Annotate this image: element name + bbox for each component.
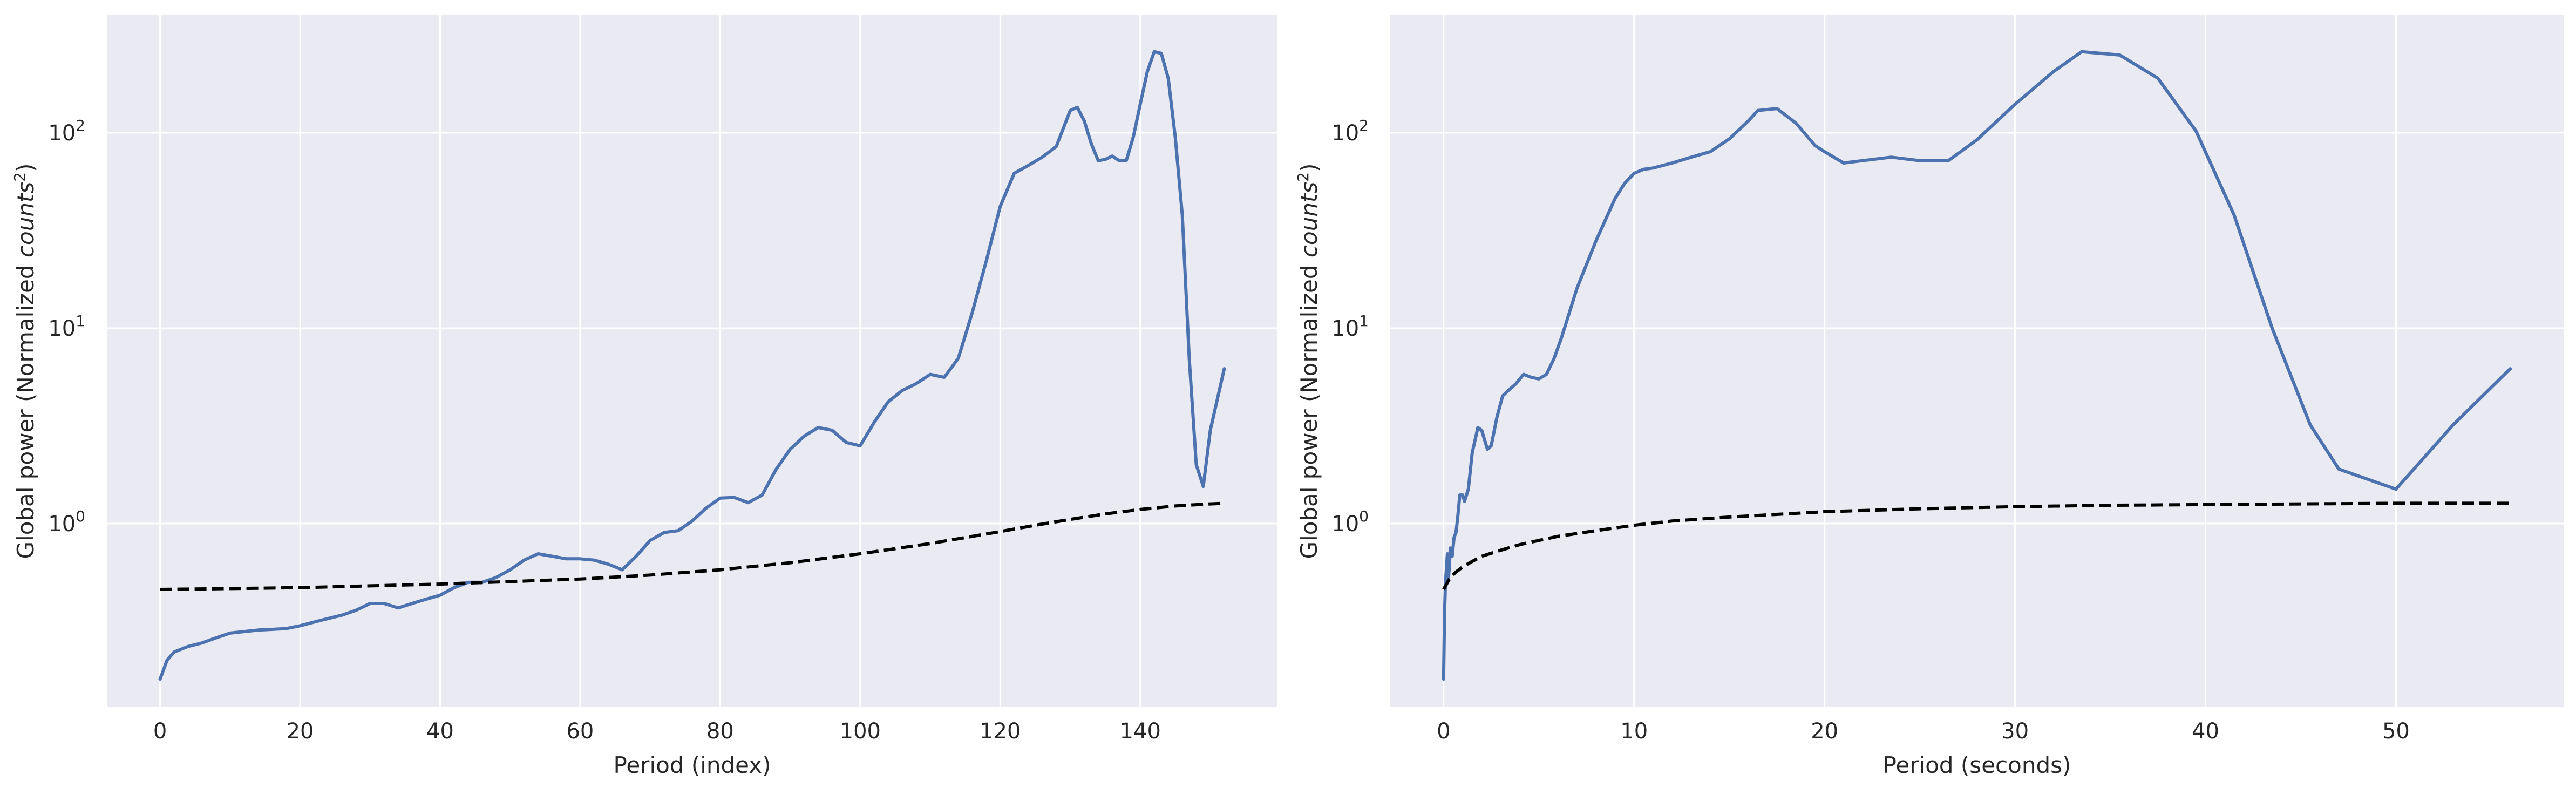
x-tick-label: 140 xyxy=(1120,719,1161,744)
x-tick-label: 0 xyxy=(153,719,167,744)
y-tick-label: 102 xyxy=(48,117,85,146)
y-axis-label: Global power (Normalized counts2) xyxy=(11,163,39,559)
x-tick-label: 40 xyxy=(426,719,454,744)
plot-area xyxy=(1390,15,2564,707)
x-tick-label: 80 xyxy=(706,719,734,744)
x-tick-label: 0 xyxy=(1437,719,1450,744)
y-tick-exponent: 0 xyxy=(1359,507,1369,525)
y-axis-label-main: Global power (Normalized xyxy=(12,257,39,559)
y-tick-base: 10 xyxy=(1331,512,1359,537)
x-tick-label: 100 xyxy=(840,719,881,744)
x-tick-label: 50 xyxy=(2382,719,2410,744)
y-axis-label: Global power (Normalized counts2) xyxy=(1294,163,1322,559)
y-tick-exponent: 1 xyxy=(76,312,85,330)
y-tick-base: 10 xyxy=(48,316,76,341)
y-tick-exponent: 0 xyxy=(76,507,85,525)
y-axis-label-superscript: 2 xyxy=(1294,172,1312,182)
y-axis-label-superscript: 2 xyxy=(11,172,29,182)
x-axis-label: Period (index) xyxy=(614,752,771,778)
y-tick-label: 100 xyxy=(1331,507,1369,537)
y-tick-base: 10 xyxy=(1331,316,1359,341)
x-tick-label: 20 xyxy=(1811,719,1838,744)
y-tick-label: 102 xyxy=(1331,117,1369,146)
x-tick-label: 40 xyxy=(2192,719,2219,744)
y-tick-base: 10 xyxy=(1331,121,1359,146)
x-tick-label: 120 xyxy=(980,719,1021,744)
y-axis-label-italic: counts xyxy=(1296,182,1322,257)
x-axis-label: Period (seconds) xyxy=(1883,752,2071,778)
y-tick-base: 10 xyxy=(48,121,76,146)
y-tick-label: 101 xyxy=(1331,312,1369,341)
x-tick-label: 20 xyxy=(287,719,314,744)
y-tick-exponent: 1 xyxy=(1359,312,1369,330)
x-tick-label: 60 xyxy=(566,719,594,744)
x-tick-label: 10 xyxy=(1620,719,1648,744)
y-tick-label: 100 xyxy=(48,507,85,537)
y-tick-exponent: 2 xyxy=(76,117,85,134)
y-axis-label-main: Global power (Normalized xyxy=(1296,257,1322,559)
y-tick-base: 10 xyxy=(48,512,76,537)
global-power-line xyxy=(1442,50,2512,681)
significance-line xyxy=(160,501,1225,591)
y-tick-exponent: 2 xyxy=(1359,117,1369,134)
plot-area xyxy=(107,15,1277,707)
y-axis-label-close: ) xyxy=(12,163,39,172)
global-power-line xyxy=(158,50,1226,681)
x-tick-label: 30 xyxy=(2001,719,2029,744)
y-axis-label-close: ) xyxy=(1296,163,1322,172)
significance-line xyxy=(1442,501,2511,591)
y-axis-label-italic: counts xyxy=(12,182,39,257)
y-tick-label: 101 xyxy=(48,312,85,341)
